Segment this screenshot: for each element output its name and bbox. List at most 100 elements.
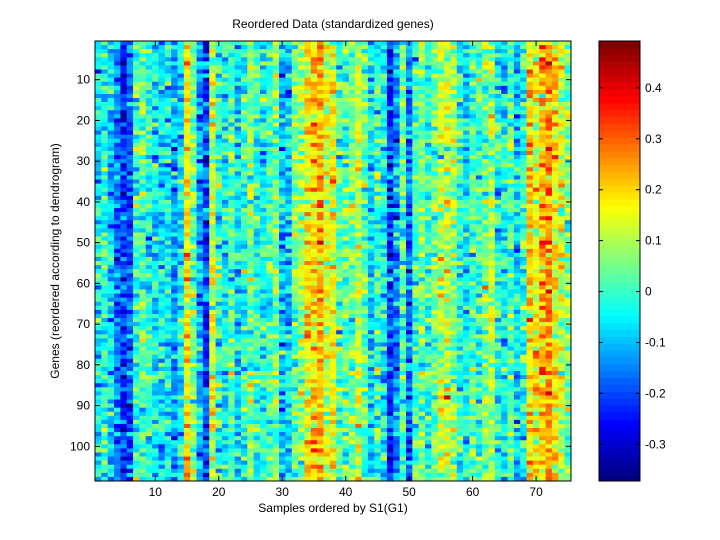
heatmap-cell — [431, 89, 439, 95]
heatmap-cell — [107, 203, 115, 209]
heatmap-cell — [412, 277, 419, 282]
heatmap-cell — [323, 224, 331, 229]
heatmap-cell — [399, 216, 407, 221]
heatmap-cell — [253, 269, 261, 274]
heatmap-cell — [215, 252, 223, 258]
heatmap-cell — [304, 110, 312, 115]
heatmap-cell — [272, 224, 280, 229]
heatmap-cell — [456, 163, 464, 168]
heatmap-cell — [120, 216, 128, 221]
heatmap-cell — [114, 98, 121, 103]
heatmap-cell — [463, 232, 470, 237]
heatmap-cell — [240, 81, 248, 87]
heatmap-cell — [501, 93, 508, 99]
heatmap-cell — [564, 256, 572, 262]
heatmap-cell — [139, 163, 147, 168]
heatmap-cell — [95, 146, 102, 152]
heatmap-cell — [463, 228, 470, 233]
heatmap-cell — [456, 265, 464, 270]
heatmap-cell — [386, 69, 394, 74]
heatmap-cell — [304, 163, 312, 168]
heatmap-cell — [177, 159, 185, 164]
heatmap-cell — [520, 163, 527, 168]
heatmap-cell — [444, 175, 451, 180]
heatmap-cell — [253, 171, 261, 176]
heatmap-cell — [469, 183, 477, 188]
heatmap-cell — [209, 93, 216, 99]
heatmap-cell — [171, 41, 178, 46]
heatmap-cell — [386, 305, 394, 311]
heatmap-cell — [539, 261, 546, 266]
heatmap-cell — [494, 301, 502, 307]
heatmap-cell — [431, 73, 439, 78]
heatmap-cell — [145, 273, 153, 278]
heatmap-cell — [310, 159, 318, 164]
heatmap-cell — [183, 118, 191, 123]
heatmap-cell — [412, 114, 419, 119]
heatmap-cell — [437, 102, 445, 107]
heatmap-cell — [367, 232, 375, 237]
heatmap-cell — [152, 163, 159, 168]
heatmap-cell — [405, 191, 413, 197]
heatmap-cell — [405, 195, 413, 201]
heatmap-cell — [298, 269, 305, 274]
heatmap-cell — [285, 122, 293, 127]
heatmap-cell — [139, 93, 147, 99]
heatmap-cell — [425, 110, 432, 115]
heatmap-cell — [437, 277, 445, 282]
heatmap-cell — [475, 155, 483, 160]
heatmap-cell — [279, 232, 286, 237]
heatmap-cell — [336, 142, 343, 148]
heatmap-cell — [323, 146, 331, 152]
heatmap-cell — [558, 49, 565, 54]
heatmap-cell — [361, 45, 369, 50]
heatmap-cell — [209, 179, 216, 184]
heatmap-cell — [494, 265, 502, 270]
heatmap-cell — [317, 106, 324, 111]
heatmap-cell — [240, 45, 248, 50]
heatmap-cell — [177, 240, 185, 245]
heatmap-cell — [399, 240, 407, 245]
heatmap-cell — [247, 110, 254, 115]
heatmap-cell — [463, 261, 470, 266]
heatmap-cell — [412, 138, 419, 144]
heatmap-cell — [291, 228, 299, 233]
heatmap-cell — [310, 122, 318, 127]
heatmap-cell — [348, 248, 356, 254]
heatmap-cell — [520, 159, 527, 164]
heatmap-cell — [437, 53, 445, 58]
heatmap-cell — [374, 77, 381, 83]
heatmap-cell — [539, 228, 546, 233]
heatmap-cell — [253, 93, 261, 99]
heatmap-cell — [120, 89, 128, 95]
heatmap-cell — [444, 293, 451, 298]
heatmap-cell — [494, 212, 502, 217]
heatmap-cell — [437, 203, 445, 209]
heatmap-cell — [298, 305, 305, 311]
heatmap-cell — [114, 41, 121, 46]
heatmap-cell — [120, 305, 128, 311]
heatmap-cell — [399, 212, 407, 217]
heatmap-cell — [114, 256, 121, 262]
heatmap-cell — [133, 269, 140, 274]
heatmap-cell — [253, 240, 261, 245]
heatmap-cell — [107, 256, 115, 262]
heatmap-cell — [120, 212, 128, 217]
heatmap-cell — [215, 195, 223, 201]
heatmap-cell — [209, 236, 216, 241]
heatmap-cell — [253, 179, 261, 184]
heatmap-cell — [183, 191, 191, 197]
heatmap-cell — [240, 224, 248, 229]
heatmap-cell — [551, 256, 559, 262]
heatmap-cell — [234, 195, 242, 201]
heatmap-cell — [520, 216, 527, 221]
heatmap-cell — [558, 167, 565, 172]
heatmap-cell — [475, 163, 483, 168]
heatmap-cell — [247, 187, 254, 193]
heatmap-cell — [342, 285, 350, 290]
heatmap-cell — [177, 212, 185, 217]
heatmap-cell — [196, 151, 204, 156]
heatmap-cell — [539, 269, 546, 274]
heatmap-cell — [253, 289, 261, 294]
heatmap-cell — [431, 163, 439, 168]
